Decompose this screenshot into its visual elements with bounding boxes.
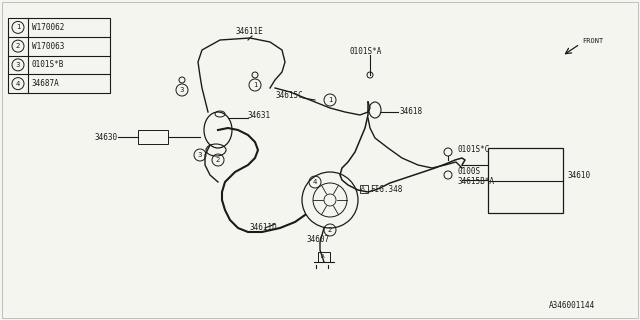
Text: 3: 3 xyxy=(16,62,20,68)
Text: 1: 1 xyxy=(253,82,257,88)
Text: 34611E: 34611E xyxy=(235,28,263,36)
Text: FIG.348: FIG.348 xyxy=(370,185,403,194)
Text: 34618: 34618 xyxy=(400,108,423,116)
Text: A: A xyxy=(321,254,325,260)
Text: 34615B*A: 34615B*A xyxy=(458,178,495,187)
Text: 2: 2 xyxy=(328,227,332,233)
Text: 0101S*B: 0101S*B xyxy=(32,60,65,69)
Text: A346001144: A346001144 xyxy=(548,301,595,310)
Text: 3: 3 xyxy=(180,87,184,93)
Bar xyxy=(8,18,110,93)
Bar xyxy=(488,148,563,213)
Text: 0101S*C: 0101S*C xyxy=(458,146,490,155)
Text: 34687A: 34687A xyxy=(32,79,60,88)
Text: A: A xyxy=(361,187,365,191)
Text: 34630: 34630 xyxy=(95,132,118,141)
Text: W170063: W170063 xyxy=(32,42,65,51)
Text: FRONT: FRONT xyxy=(582,38,604,44)
Bar xyxy=(318,252,330,262)
Text: 0100S: 0100S xyxy=(458,167,481,177)
Text: 34610: 34610 xyxy=(568,171,591,180)
Text: 4: 4 xyxy=(313,179,317,185)
Text: 3: 3 xyxy=(198,152,202,158)
Text: W170062: W170062 xyxy=(32,23,65,32)
Text: 1: 1 xyxy=(328,97,332,103)
Text: 4: 4 xyxy=(16,81,20,87)
Bar xyxy=(138,130,168,144)
Text: 1: 1 xyxy=(16,24,20,30)
Text: 34615C: 34615C xyxy=(275,92,303,100)
Text: 34611D: 34611D xyxy=(250,223,278,233)
Bar xyxy=(360,185,368,193)
Text: 0101S*A: 0101S*A xyxy=(350,47,382,57)
Text: 2: 2 xyxy=(216,157,220,163)
Text: 34607: 34607 xyxy=(307,236,330,244)
Text: 2: 2 xyxy=(16,43,20,49)
Text: 34631: 34631 xyxy=(248,110,271,119)
